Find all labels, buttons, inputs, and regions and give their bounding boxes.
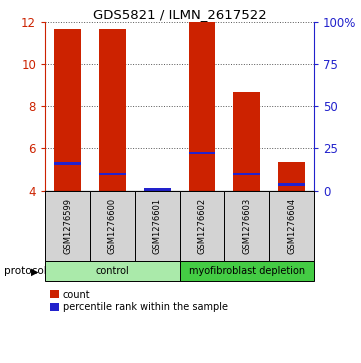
Bar	[45, 261, 180, 281]
Bar	[278, 162, 305, 191]
Bar	[144, 188, 171, 191]
Legend: count, percentile rank within the sample: count, percentile rank within the sample	[50, 290, 228, 312]
Bar	[188, 22, 216, 191]
Bar	[179, 191, 225, 261]
Bar	[269, 191, 314, 261]
Text: control: control	[96, 266, 129, 276]
Bar	[188, 152, 216, 154]
Bar	[135, 191, 179, 261]
Bar	[54, 29, 81, 191]
Text: GSM1276603: GSM1276603	[242, 198, 251, 254]
Text: ▶: ▶	[31, 266, 38, 276]
Bar	[144, 189, 171, 191]
Text: GSM1276602: GSM1276602	[197, 198, 206, 254]
Bar	[45, 191, 90, 261]
Bar	[54, 162, 81, 165]
Text: GSM1276604: GSM1276604	[287, 198, 296, 254]
Text: GSM1276599: GSM1276599	[63, 198, 72, 254]
Bar	[233, 173, 260, 175]
Bar	[99, 29, 126, 191]
Text: GSM1276600: GSM1276600	[108, 198, 117, 254]
Text: myofibroblast depletion: myofibroblast depletion	[189, 266, 305, 276]
Text: protocol: protocol	[4, 266, 46, 276]
Bar	[278, 183, 305, 186]
Title: GDS5821 / ILMN_2617522: GDS5821 / ILMN_2617522	[93, 8, 266, 21]
Bar	[225, 191, 269, 261]
Bar	[90, 191, 135, 261]
Text: GSM1276601: GSM1276601	[153, 198, 162, 254]
Bar	[99, 173, 126, 175]
Bar	[179, 261, 314, 281]
Bar	[233, 93, 260, 191]
